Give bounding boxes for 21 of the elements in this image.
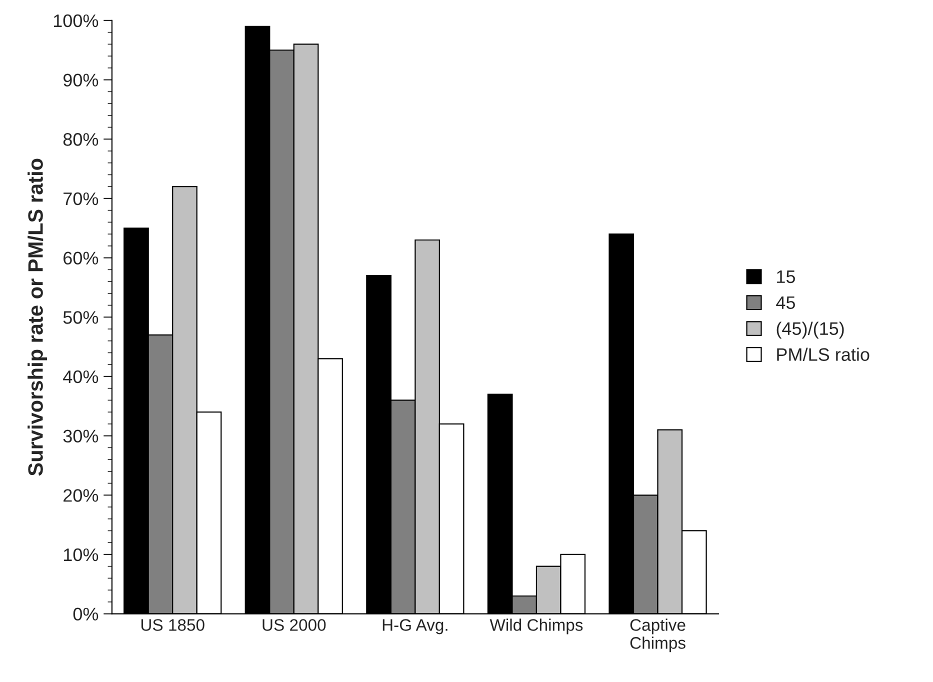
y-tick-label: 30% xyxy=(63,430,98,443)
y-tick-label: 40% xyxy=(63,370,98,384)
y-tick-label: 50% xyxy=(63,311,98,324)
y-tick-label: 80% xyxy=(63,133,98,146)
y-tick-label: 100% xyxy=(54,14,98,28)
legend-label: PM/LS ratio xyxy=(777,348,870,361)
y-tick-label: 60% xyxy=(64,252,98,265)
legend-label: 15 xyxy=(777,270,796,284)
x-tick-label: H-G Avg. xyxy=(382,619,448,634)
y-axis-title: Survivorship rate or PM/LS ratio xyxy=(28,158,48,476)
legend-label: 45 xyxy=(776,296,796,310)
y-tick-label: 90% xyxy=(63,74,98,87)
y-tick-label: 0% xyxy=(73,608,98,621)
x-tick-label: US 1850 xyxy=(141,619,204,631)
legend-label: (45)/(15) xyxy=(776,322,844,339)
x-tick-label: Captive Chimps xyxy=(630,618,686,652)
y-tick-label: 10% xyxy=(64,548,98,562)
y-tick-label: 70% xyxy=(64,192,98,206)
x-tick-label: US 2000 xyxy=(262,619,326,631)
x-tick-label: Wild Chimps xyxy=(490,618,583,634)
y-tick-label: 20% xyxy=(64,489,98,502)
